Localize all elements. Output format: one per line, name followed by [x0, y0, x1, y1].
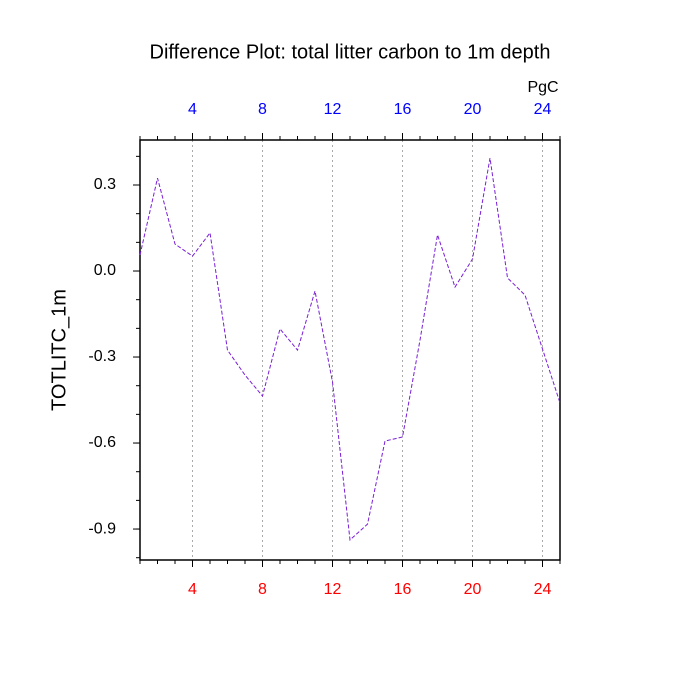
x-tick-label: 8 [258, 581, 267, 598]
x-tick-label-top: 8 [258, 101, 267, 118]
y-tick-label: 0.0 [94, 262, 116, 279]
x-tick-label: 20 [464, 581, 482, 598]
y-tick-label: -0.6 [88, 434, 116, 451]
x-tick-label: 24 [534, 581, 552, 598]
x-tick-label-top: 16 [394, 101, 412, 118]
x-tick-label-top: 4 [188, 101, 197, 118]
top-axis-label: PgC [527, 79, 558, 96]
x-tick-label: 4 [188, 581, 197, 598]
y-tick-label: 0.3 [94, 176, 116, 193]
x-tick-label: 12 [324, 581, 342, 598]
x-tick-label: 16 [394, 581, 412, 598]
x-tick-label-top: 12 [324, 101, 342, 118]
y-tick-label: -0.9 [88, 520, 116, 537]
x-tick-label-top: 24 [534, 101, 552, 118]
x-tick-label-top: 20 [464, 101, 482, 118]
y-tick-label: -0.3 [88, 348, 116, 365]
plot-frame [139, 139, 561, 561]
chart-title: Difference Plot: total litter carbon to … [150, 41, 551, 63]
data-line [139, 157, 561, 541]
y-axis-label: TOTLITC_1m [48, 289, 70, 411]
